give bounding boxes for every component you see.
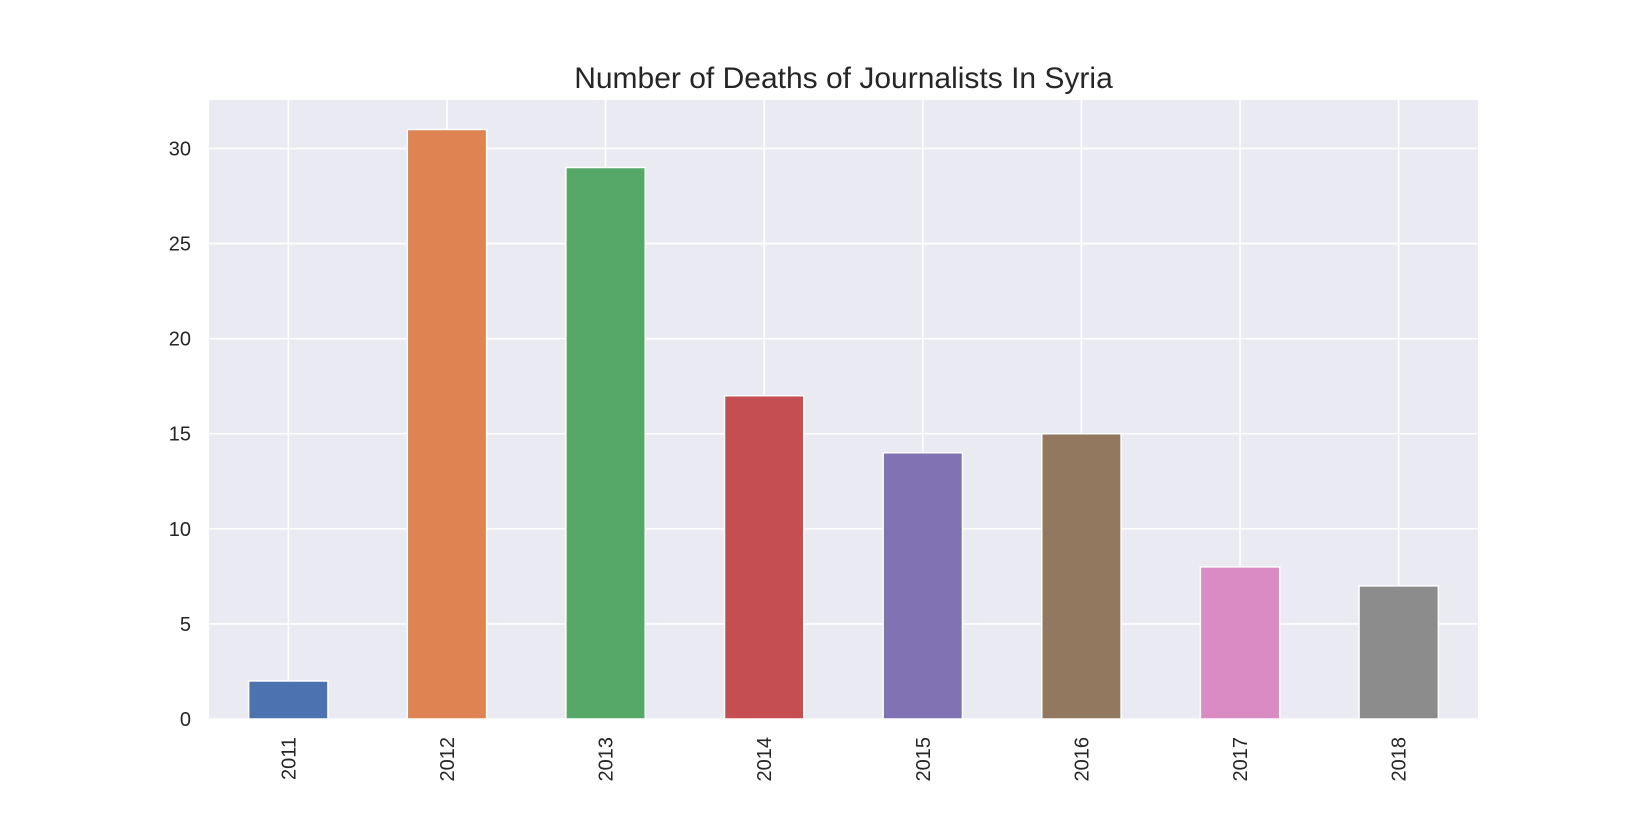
y-tick-label: 20 <box>169 329 191 351</box>
y-tick-label: 25 <box>169 234 191 256</box>
y-tick-label: 0 <box>180 709 191 731</box>
bar-2018 <box>1358 585 1440 720</box>
bars <box>247 128 1440 720</box>
chart-title: Number of Deaths of Journalists In Syria <box>574 62 1113 95</box>
y-tick-label: 5 <box>180 614 191 636</box>
y-tick-label: 10 <box>169 519 191 541</box>
y-tick-labels: 0 5 10 15 20 25 30 <box>169 138 191 731</box>
y-tick-label: 30 <box>169 138 191 160</box>
bar-2013 <box>565 166 646 720</box>
bar-2017 <box>1199 566 1281 720</box>
x-tick-label: 2015 <box>913 737 935 782</box>
y-tick-label: 15 <box>169 424 191 446</box>
bar-2011 <box>247 680 329 720</box>
x-tick-label: 2014 <box>754 737 776 782</box>
x-tick-label: 2018 <box>1389 737 1411 782</box>
plot-area <box>209 100 1478 719</box>
x-tick-label: 2017 <box>1230 737 1252 782</box>
x-tick-label: 2013 <box>596 737 618 782</box>
bar-2015 <box>882 452 964 720</box>
bar-2016 <box>1041 432 1122 720</box>
x-tick-labels: 2011 2012 2013 2014 2015 2016 2017 2018 <box>278 737 1410 782</box>
x-tick-label: 2012 <box>437 737 459 782</box>
x-tick-label: 2011 <box>278 737 300 780</box>
x-tick-label: 2016 <box>1071 737 1093 782</box>
bar-2012 <box>406 128 488 720</box>
bar-2014 <box>723 394 805 720</box>
